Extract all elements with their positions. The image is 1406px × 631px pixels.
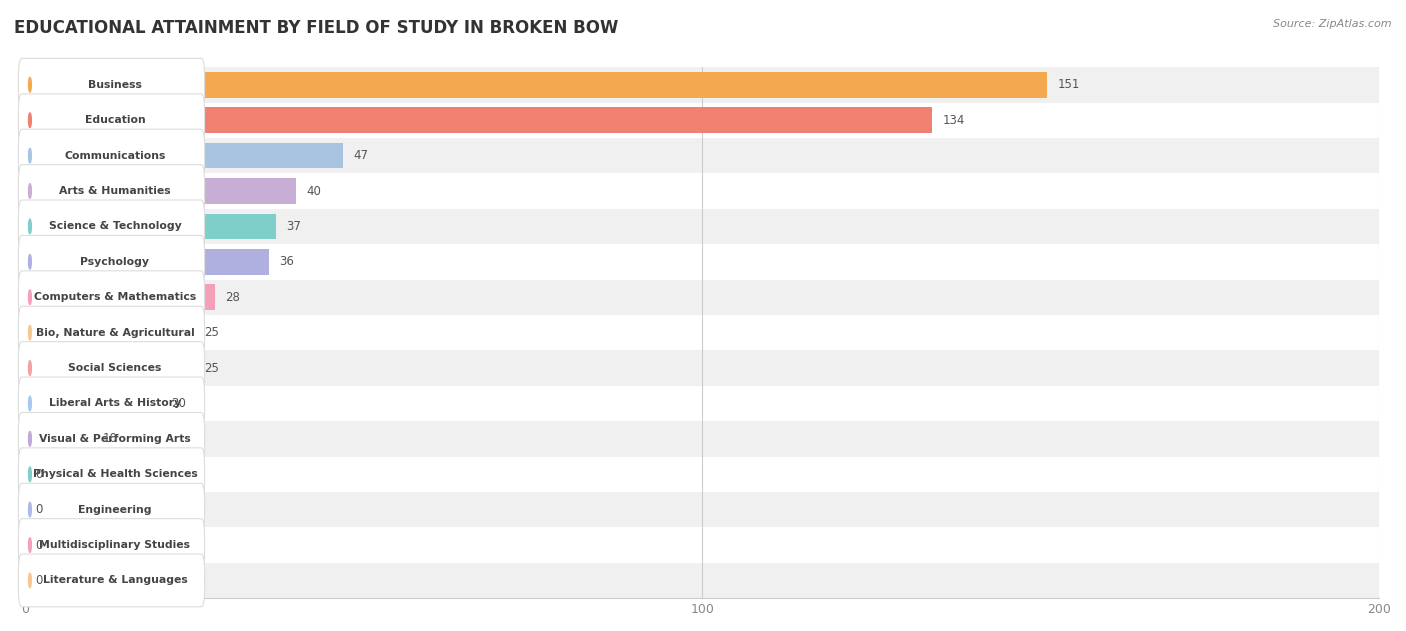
Circle shape [28, 573, 31, 587]
Text: Social Sciences: Social Sciences [69, 363, 162, 373]
Bar [25, 72, 1047, 98]
Text: Science & Technology: Science & Technology [48, 221, 181, 232]
Text: 40: 40 [307, 184, 321, 198]
Bar [25, 143, 343, 168]
Bar [25, 209, 1379, 244]
Bar [25, 102, 1379, 138]
Text: Communications: Communications [65, 151, 166, 161]
Bar [25, 492, 1379, 528]
Text: 151: 151 [1057, 78, 1080, 91]
Bar [25, 461, 28, 487]
FancyBboxPatch shape [18, 271, 205, 324]
Circle shape [28, 467, 31, 481]
FancyBboxPatch shape [18, 413, 205, 465]
Text: 20: 20 [170, 397, 186, 410]
Text: EDUCATIONAL ATTAINMENT BY FIELD OF STUDY IN BROKEN BOW: EDUCATIONAL ATTAINMENT BY FIELD OF STUDY… [14, 19, 619, 37]
Text: Visual & Performing Arts: Visual & Performing Arts [39, 434, 191, 444]
Text: 25: 25 [205, 326, 219, 339]
Bar [25, 350, 1379, 386]
Text: 0: 0 [35, 538, 42, 551]
Bar [25, 249, 269, 274]
Bar [25, 67, 1379, 102]
FancyBboxPatch shape [18, 59, 205, 111]
Text: Business: Business [89, 80, 142, 90]
Text: 0: 0 [35, 503, 42, 516]
Bar [25, 421, 1379, 456]
Text: 10: 10 [103, 432, 118, 445]
Bar [25, 138, 1379, 174]
Text: 36: 36 [278, 256, 294, 268]
Bar [25, 315, 1379, 350]
FancyBboxPatch shape [18, 129, 205, 182]
Text: Bio, Nature & Agricultural: Bio, Nature & Agricultural [35, 327, 194, 338]
Text: 28: 28 [225, 291, 240, 304]
Text: 47: 47 [353, 149, 368, 162]
Text: 0: 0 [35, 574, 42, 587]
Bar [25, 386, 1379, 421]
FancyBboxPatch shape [18, 200, 205, 253]
Text: Source: ZipAtlas.com: Source: ZipAtlas.com [1274, 19, 1392, 29]
Text: Arts & Humanities: Arts & Humanities [59, 186, 170, 196]
Bar [25, 528, 1379, 563]
Circle shape [28, 219, 31, 233]
Text: Multidisciplinary Studies: Multidisciplinary Studies [39, 540, 190, 550]
FancyBboxPatch shape [18, 235, 205, 288]
Circle shape [28, 254, 31, 269]
Bar [25, 568, 28, 593]
Circle shape [28, 502, 31, 517]
Bar [25, 244, 1379, 280]
Bar [25, 391, 160, 416]
Circle shape [28, 290, 31, 305]
Text: 37: 37 [285, 220, 301, 233]
FancyBboxPatch shape [18, 165, 205, 217]
Bar [25, 456, 1379, 492]
FancyBboxPatch shape [18, 341, 205, 394]
Bar [25, 280, 1379, 315]
Circle shape [28, 361, 31, 375]
Circle shape [28, 148, 31, 163]
Circle shape [28, 432, 31, 446]
Bar [25, 174, 1379, 209]
Bar [25, 497, 28, 522]
Bar [25, 179, 295, 204]
FancyBboxPatch shape [18, 554, 205, 607]
FancyBboxPatch shape [18, 377, 205, 430]
Bar [25, 320, 194, 345]
Circle shape [28, 184, 31, 198]
FancyBboxPatch shape [18, 448, 205, 500]
Bar [25, 285, 215, 310]
Text: Literature & Languages: Literature & Languages [42, 575, 187, 586]
Bar [25, 107, 932, 133]
Bar [25, 563, 1379, 598]
Bar [25, 426, 93, 452]
FancyBboxPatch shape [18, 306, 205, 359]
Bar [25, 533, 28, 558]
Text: Engineering: Engineering [79, 505, 152, 515]
Circle shape [28, 396, 31, 411]
Text: Physical & Health Sciences: Physical & Health Sciences [32, 469, 197, 479]
Bar [25, 214, 276, 239]
Circle shape [28, 78, 31, 92]
Text: Education: Education [84, 115, 145, 125]
Text: 134: 134 [942, 114, 965, 127]
Text: Liberal Arts & History: Liberal Arts & History [49, 398, 181, 408]
Bar [25, 355, 194, 380]
Circle shape [28, 113, 31, 127]
Text: Psychology: Psychology [80, 257, 149, 267]
FancyBboxPatch shape [18, 94, 205, 146]
Text: 0: 0 [35, 468, 42, 481]
FancyBboxPatch shape [18, 519, 205, 572]
Text: 25: 25 [205, 362, 219, 375]
Circle shape [28, 326, 31, 340]
Text: Computers & Mathematics: Computers & Mathematics [34, 292, 195, 302]
FancyBboxPatch shape [18, 483, 205, 536]
Circle shape [28, 538, 31, 552]
